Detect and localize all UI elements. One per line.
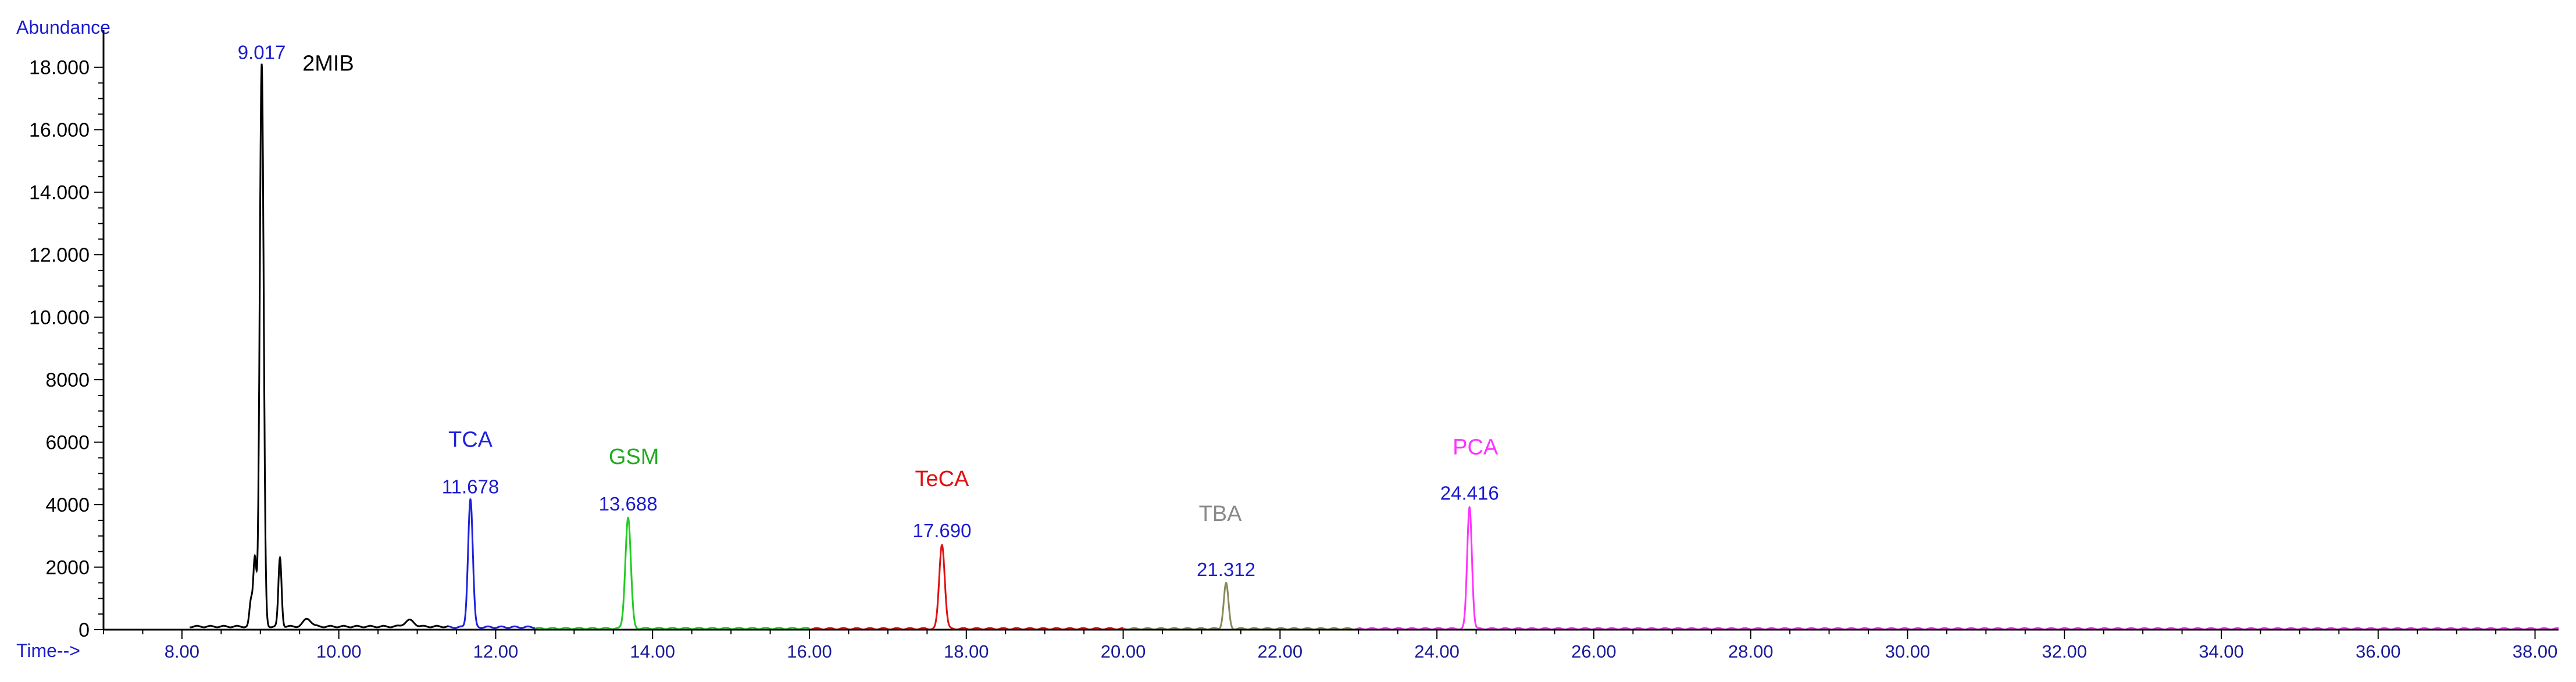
retention-time-label: 11.678	[442, 476, 499, 498]
trace-pca	[1358, 505, 2559, 631]
retention-time-label: 13.688	[599, 493, 658, 515]
compound-label-gsm: GSM	[609, 445, 659, 469]
compound-label-tba: TBA	[1199, 502, 1243, 526]
retention-time-label: 24.416	[1440, 482, 1499, 504]
peak-label-group: 9.017 2MIB 11.678 TCA 13.688 GSM 17.690 TeCA 21.…	[238, 42, 1499, 580]
x-tick-label: 18.00	[944, 641, 989, 662]
x-tick-label: 16.00	[787, 641, 832, 662]
y-tick-label: 2000	[45, 557, 90, 579]
retention-time-label: 21.312	[1197, 559, 1255, 580]
y-tick-label: 12.000	[29, 244, 90, 266]
retention-time-label: 17.690	[912, 520, 971, 541]
x-tick-label: 26.00	[1571, 641, 1617, 662]
trace-2mib	[190, 63, 449, 629]
x-tick-group: 8.00 10.00 12.00 14.00 16.00 18.00 20.00 22.00 2…	[103, 630, 2558, 662]
y-tick-label: 16.000	[29, 119, 90, 141]
compound-label-tca: TCA	[448, 428, 493, 452]
trace-tca	[448, 498, 535, 629]
compound-label-teca: TeCA	[915, 467, 969, 491]
x-tick-label: 8.00	[165, 641, 199, 662]
y-tick-label: 8000	[45, 369, 90, 391]
x-tick-label: 22.00	[1258, 641, 1303, 662]
x-tick-label: 28.00	[1728, 641, 1774, 662]
y-tick-label: 6000	[45, 432, 90, 454]
x-tick-label: 24.00	[1414, 641, 1460, 662]
x-tick-label: 20.00	[1101, 641, 1146, 662]
y-axis-label: Abundance	[16, 17, 110, 38]
compound-label-2mib: 2MIB	[302, 52, 354, 76]
y-tick-group: 0 2000 4000 6000 8000 10.000 12.000 14.000 16.00…	[29, 57, 104, 641]
y-tick-label: 18.000	[29, 57, 90, 79]
compound-label-pca: PCA	[1453, 435, 1498, 459]
retention-time-label: 9.017	[238, 42, 286, 63]
x-tick-label: 14.00	[630, 641, 675, 662]
x-tick-label: 38.00	[2513, 641, 2558, 662]
x-tick-label: 30.00	[1885, 641, 1931, 662]
trace-gsm	[534, 516, 810, 630]
y-tick-label: 0	[79, 619, 90, 641]
x-tick-label: 36.00	[2356, 641, 2401, 662]
x-tick-label: 34.00	[2199, 641, 2244, 662]
x-tick-label: 32.00	[2042, 641, 2087, 662]
x-tick-label: 12.00	[473, 641, 519, 662]
x-axis-label: Time-->	[16, 640, 80, 661]
trace-tba	[1123, 581, 1359, 631]
y-tick-label: 10.000	[29, 307, 90, 329]
y-tick-label: 14.000	[29, 182, 90, 204]
y-tick-label: 4000	[45, 494, 90, 516]
x-tick-label: 10.00	[316, 641, 362, 662]
